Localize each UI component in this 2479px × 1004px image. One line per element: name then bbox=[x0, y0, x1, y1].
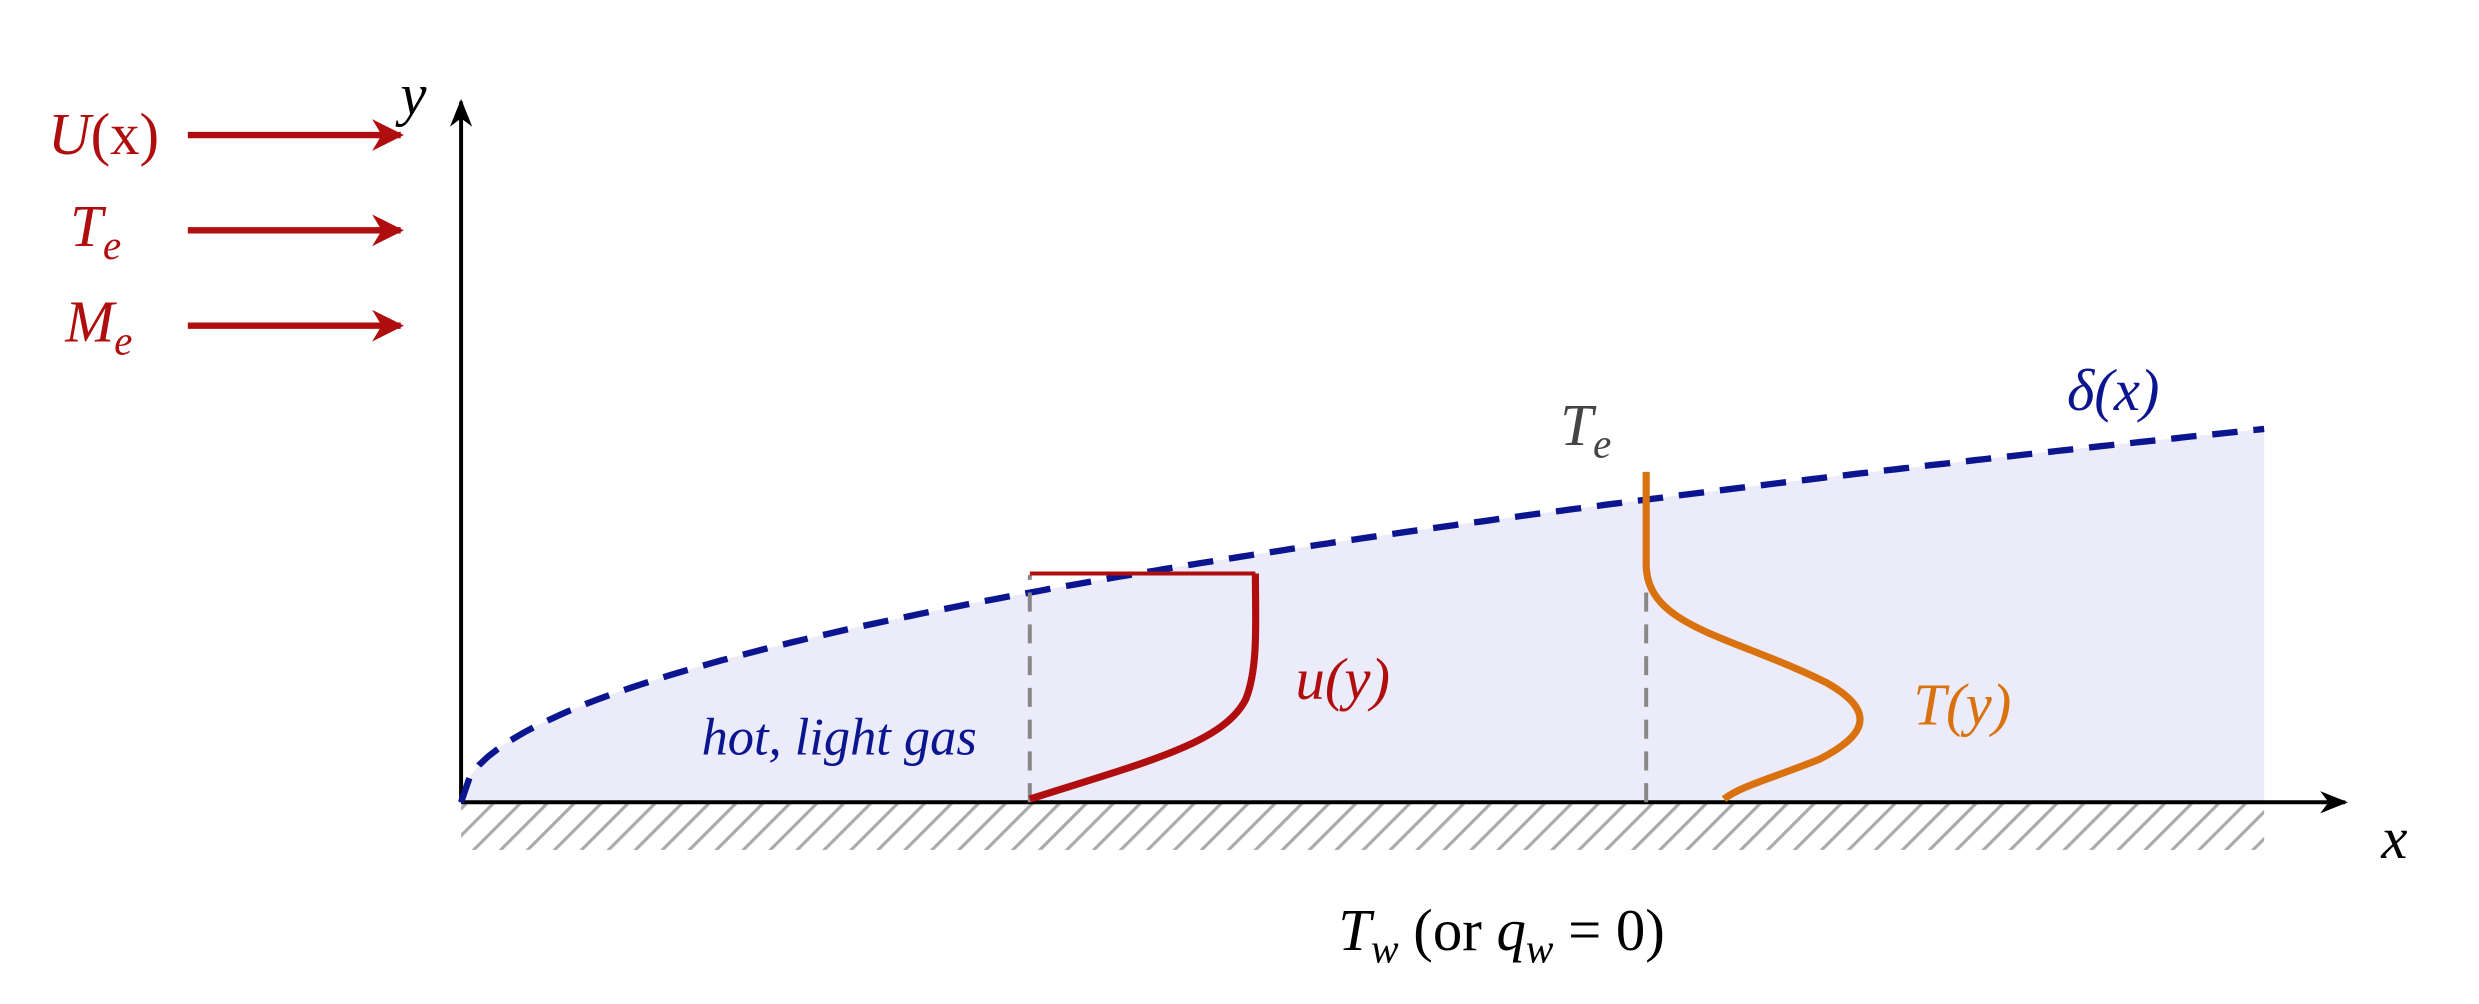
edge-temperature-label: Te bbox=[1560, 393, 1611, 467]
symbol: T bbox=[70, 194, 107, 259]
subscript: w bbox=[1526, 926, 1554, 972]
subscript: e bbox=[103, 222, 121, 268]
x-axis-label: x bbox=[2380, 806, 2407, 871]
inflow-label: Me bbox=[64, 290, 132, 364]
temperature-profile bbox=[1642, 471, 1864, 802]
symbol: T bbox=[1338, 898, 1375, 963]
temperature-label: T(y) bbox=[1913, 672, 2011, 737]
y-axis-label: y bbox=[395, 62, 427, 127]
inflow: U(x) Te Me bbox=[48, 102, 159, 363]
inflow-label: U(x) bbox=[48, 102, 159, 167]
subscript: e bbox=[114, 317, 132, 363]
region-label: hot, light gas bbox=[702, 709, 977, 767]
inflow-arrows bbox=[187, 119, 404, 342]
subscript: e bbox=[1593, 421, 1611, 467]
symbol: T bbox=[1560, 393, 1597, 458]
symbol: U bbox=[48, 102, 94, 167]
symbol: M bbox=[64, 290, 117, 355]
inflow-label: Te bbox=[70, 194, 121, 268]
boundary-layer-region bbox=[461, 428, 2265, 803]
wall-hatch bbox=[461, 803, 2265, 850]
boundary-layer-edge bbox=[458, 425, 2265, 804]
velocity-label: u(y) bbox=[1295, 647, 1390, 712]
wall-label: Tw (or qw = 0) bbox=[1338, 898, 1665, 972]
symbol: q bbox=[1496, 898, 1525, 963]
boundary-layer-label: δ(x) bbox=[2067, 358, 2160, 423]
text: = 0) bbox=[1553, 898, 1664, 963]
argument: (x) bbox=[91, 102, 160, 167]
text: (or bbox=[1399, 898, 1497, 963]
velocity-profile bbox=[1028, 573, 1260, 803]
subscript: w bbox=[1371, 926, 1399, 972]
